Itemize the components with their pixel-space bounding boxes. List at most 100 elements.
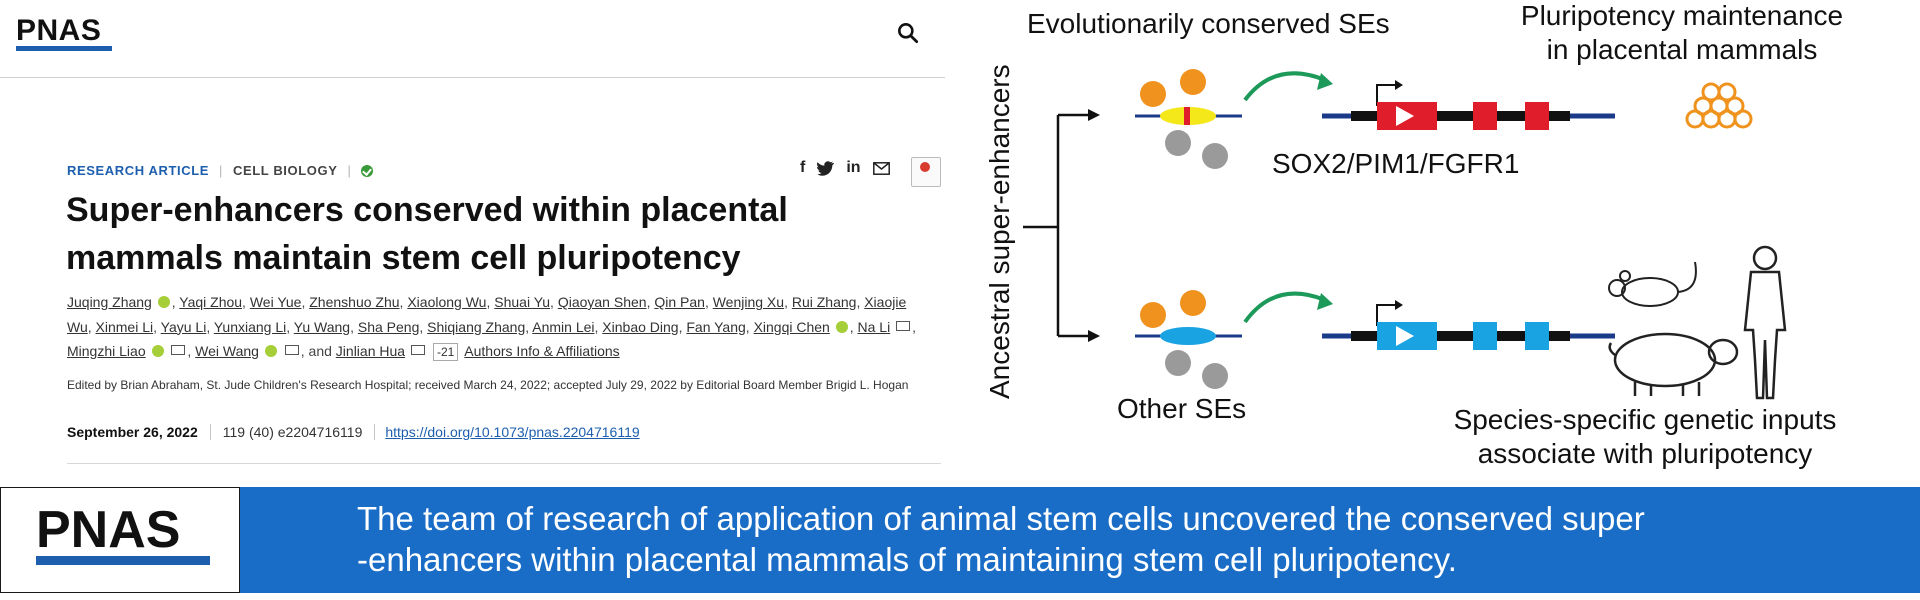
species-label-line1: Species-specific genetic inputs: [1453, 404, 1837, 435]
author-link[interactable]: Juqing Zhang: [67, 294, 152, 310]
author-link[interactable]: Zhenshuo Zhu: [309, 294, 400, 310]
author-link[interactable]: Rui Zhang: [791, 294, 857, 310]
article-divider: [67, 463, 941, 464]
graphical-abstract-art: [1023, 69, 1787, 400]
email-author-icon[interactable]: [171, 345, 186, 355]
red-mark: [1184, 107, 1190, 125]
pnas-logo[interactable]: PNAS: [16, 14, 102, 47]
conserved-ses-heading: Evolutionarily conserved SEs: [1027, 8, 1390, 39]
arrow-top-head: [1088, 109, 1100, 121]
author-link[interactable]: Wei Yue: [249, 294, 302, 310]
author-link[interactable]: Wei Wang: [195, 343, 259, 359]
author-link[interactable]: Yayu Li: [160, 318, 207, 335]
green-arrow: [1243, 71, 1326, 102]
other-ses-heading: Other SEs: [1117, 393, 1247, 424]
orcid-icon[interactable]: [151, 345, 164, 357]
article-kicker: RESEARCH ARTICLE | CELL BIOLOGY |: [67, 163, 374, 178]
author-list: Juqing Zhang , Yaqi Zhou, Wei Yue, Zhens…: [67, 294, 916, 361]
linkedin-icon[interactable]: in: [846, 159, 861, 176]
human-icon: [1743, 245, 1787, 400]
facebook-icon[interactable]: f: [800, 159, 806, 176]
author-link[interactable]: Xiaojie Wu: [67, 294, 907, 335]
kicker-separator: |: [347, 163, 352, 178]
author-link[interactable]: Yu Wang: [293, 318, 351, 335]
tss-arrow: [1376, 304, 1397, 326]
author-link[interactable]: Shiqiang Zhang: [427, 318, 526, 335]
author-link[interactable]: Xinmei Li: [95, 318, 154, 335]
authors-info-link[interactable]: Authors Info & Affiliations: [464, 343, 620, 359]
author-link[interactable]: Mingzhi Liao: [67, 343, 146, 359]
pig-icon: [1608, 332, 1739, 396]
orcid-icon[interactable]: [835, 320, 848, 333]
email-author-icon[interactable]: [284, 345, 299, 355]
check-for-updates-badge[interactable]: [911, 157, 941, 187]
citation: 119 (40) e2204716119: [211, 424, 376, 440]
arrow-bottom-head: [1088, 330, 1100, 342]
tss-arrowhead: [1395, 300, 1403, 310]
orcid-icon[interactable]: [264, 345, 277, 357]
gray-circle: [1202, 143, 1228, 169]
gray-circle: [1202, 363, 1228, 389]
article-section-link[interactable]: CELL BIOLOGY: [233, 163, 338, 178]
play-mark: [1396, 326, 1414, 346]
orcid-icon[interactable]: [157, 296, 170, 308]
author-link[interactable]: Fan Yang: [686, 318, 746, 335]
author-link[interactable]: Xiaolong Wu: [407, 294, 487, 310]
doi-link[interactable]: https://doi.org/10.1073/pnas.2204716119: [385, 424, 640, 440]
email-author-icon[interactable]: [410, 345, 425, 355]
banner-caption-line2: -enhancers within placental mammals of m…: [357, 541, 1457, 578]
author-link[interactable]: Sha Peng: [357, 318, 420, 335]
cell-cluster: [1685, 82, 1753, 129]
blue-enhancer: [1160, 327, 1216, 345]
gray-circle: [1165, 130, 1191, 156]
pluripotency-label-line2: in placental mammals: [1546, 34, 1818, 65]
author-link[interactable]: Xinbao Ding: [602, 318, 679, 335]
author-link[interactable]: Na Li: [857, 318, 891, 335]
gray-circle: [1165, 350, 1191, 376]
play-mark: [1396, 106, 1414, 126]
author-link[interactable]: Xingqi Chen: [753, 318, 830, 335]
species-label-line2: associate with pluripotency: [1477, 438, 1813, 469]
email-icon[interactable]: [872, 161, 890, 175]
banner-logo-underline: [36, 556, 210, 565]
ancestral-axis-label: Ancestral super-enhancers: [984, 64, 1015, 399]
orange-circle: [1180, 69, 1206, 95]
graphical-abstract: Evolutionarily conserved SEs Pluripotenc…: [945, 0, 1920, 487]
gene-names: SOX2/PIM1/FGFR1: [1272, 148, 1520, 179]
orange-circle: [1180, 290, 1206, 316]
header-divider: [0, 77, 945, 78]
author-link[interactable]: Yaqi Zhou: [179, 294, 243, 310]
author-link[interactable]: Shuai Yu: [494, 294, 551, 310]
email-author-icon[interactable]: [896, 320, 911, 331]
green-arrow: [1243, 291, 1326, 324]
author-conjunction: and: [308, 343, 336, 359]
kicker-separator: |: [219, 163, 223, 178]
tss-arrowhead: [1395, 80, 1403, 90]
edited-by-note: Edited by Brian Abraham, St. Jude Childr…: [67, 378, 909, 392]
author-link[interactable]: Wenjing Xu: [712, 294, 785, 310]
article-type-link[interactable]: RESEARCH ARTICLE: [67, 163, 210, 178]
author-link[interactable]: Qiaoyan Shen: [557, 294, 647, 310]
author-link[interactable]: Jinlian Hua: [335, 343, 406, 359]
banner-caption-line1: The team of research of application of a…: [357, 500, 1645, 537]
search-icon[interactable]: [895, 20, 921, 46]
banner-background: [240, 487, 1920, 593]
green-arrowhead: [1317, 73, 1333, 90]
orange-circle: [1140, 302, 1166, 328]
author-link[interactable]: Yunxiang Li: [213, 318, 287, 335]
banner-caption: The team of research of application of a…: [357, 498, 1877, 580]
author-link[interactable]: Anmin Lei: [532, 318, 595, 335]
mouse-icon: [1608, 261, 1697, 307]
banner-pnas-logo: PNAS: [36, 501, 181, 559]
tss-arrow: [1376, 84, 1397, 106]
author-link[interactable]: Qin Pan: [654, 294, 705, 310]
twitter-icon[interactable]: [817, 160, 835, 176]
banner-logo-box: [0, 487, 240, 593]
article-header: PNAS RESEARCH ARTICLE | CELL BIOLOGY | f…: [0, 0, 945, 487]
more-authors-toggle[interactable]: -21: [432, 343, 459, 361]
publication-meta: September 26, 2022 119 (40) e2204716119 …: [67, 424, 640, 440]
red-exon: [1473, 102, 1497, 130]
orange-circle: [1140, 81, 1166, 107]
red-exon: [1525, 102, 1549, 130]
blue-exon: [1473, 322, 1497, 350]
